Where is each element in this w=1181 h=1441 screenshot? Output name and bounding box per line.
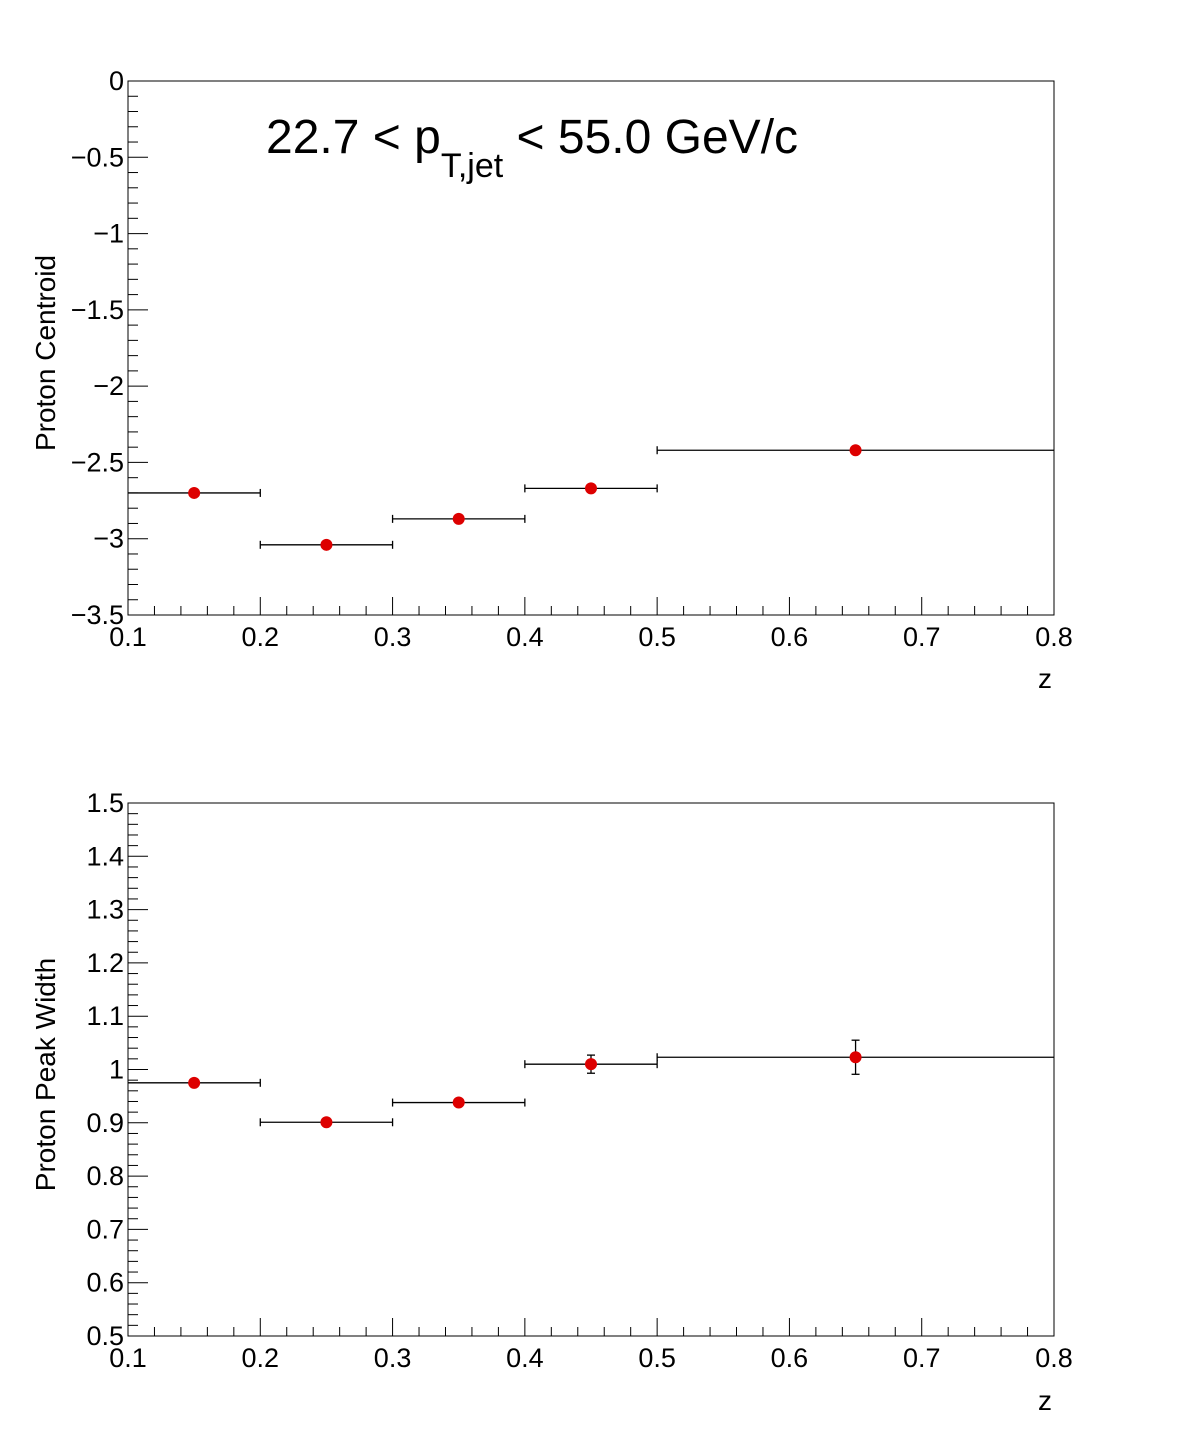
x-tick-label: 0.3 [374, 622, 412, 652]
x-axis-label: z [1038, 1385, 1052, 1416]
x-tick-label: 0.2 [242, 622, 280, 652]
data-point-group [524, 1054, 658, 1074]
y-tick-label: 0.6 [86, 1268, 124, 1298]
data-point-group [524, 482, 658, 495]
data-point-group [656, 444, 1054, 457]
x-tick-label: 0.8 [1035, 1343, 1073, 1373]
data-point-group [656, 1039, 1054, 1075]
x-tick-label: 0.7 [903, 1343, 941, 1373]
data-point [452, 1096, 465, 1109]
x-tick-label: 0.3 [374, 1343, 412, 1373]
y-tick-label: −1.5 [71, 295, 124, 325]
y-tick-label: −3 [93, 524, 124, 554]
data-point-group [128, 486, 261, 499]
x-tick-label: 0.6 [771, 1343, 809, 1373]
chart-panel-2: 0.1 0.2 0.3 0.4 0.5 0.6 0.7 0.8 0.5 0.6 0.7 0.8 0.9 1… [30, 788, 1073, 1416]
annotation-prefix: 22.7 < p [266, 111, 441, 164]
y-tick-label: −0.5 [71, 142, 124, 172]
x-tick-label: 0.4 [506, 622, 544, 652]
plot-frame [127, 80, 1055, 616]
y-tick-label: 1.4 [86, 841, 124, 871]
y-tick-label: 0.5 [86, 1321, 124, 1351]
data-point [585, 1058, 597, 1071]
data-point [320, 538, 333, 551]
x-tick-label: 0.7 [903, 622, 941, 652]
x-tick-label: 0.5 [638, 1343, 676, 1373]
x-tick-label: 0.5 [638, 622, 676, 652]
y-tick-label: 0 [109, 66, 124, 96]
x-axis-label: z [1038, 663, 1052, 694]
data-point [320, 1116, 333, 1129]
x-tick-label: 0.2 [242, 1343, 280, 1373]
data-point [849, 444, 862, 457]
data-point-group [391, 512, 526, 525]
data-point [188, 1076, 201, 1089]
data-point [188, 486, 201, 499]
data-point-group [259, 1116, 394, 1129]
x-tick-label: 0.8 [1035, 622, 1073, 652]
y-tick-label: −3.5 [71, 600, 124, 630]
y-tick-label: −1 [93, 219, 124, 249]
y-tick-label: 1.2 [86, 948, 124, 978]
y-tick-label: 1 [109, 1055, 124, 1085]
y-tick-label: 1.5 [86, 788, 124, 818]
y-tick-label: −2.5 [71, 447, 124, 477]
data-point [585, 482, 597, 495]
y-axis-label: Proton Peak Width [30, 958, 61, 1191]
y-tick-label: 0.7 [86, 1214, 124, 1244]
data-point [452, 512, 465, 525]
data-point-group [259, 538, 394, 551]
y-tick-label: 1.1 [86, 1001, 124, 1031]
pt-range-annotation: 22.7 < pT,jet < 55.0 GeV/c [266, 111, 798, 185]
data-point-group [391, 1096, 526, 1109]
y-tick-label: −2 [93, 371, 124, 401]
data-point [849, 1051, 862, 1064]
data-point-group [128, 1076, 261, 1089]
y-tick-label: 0.9 [86, 1108, 124, 1138]
x-tick-label: 0.6 [771, 622, 809, 652]
y-axis-label: Proton Centroid [30, 255, 61, 451]
annotation-subscript: T,jet [441, 147, 504, 185]
y-tick-label: 0.8 [86, 1161, 124, 1191]
x-tick-label: 0.4 [506, 1343, 544, 1373]
x-tick-label: 0.1 [109, 622, 147, 652]
annotation-suffix: < 55.0 GeV/c [503, 111, 798, 164]
chart-panel-1: 0.1 0.2 0.3 0.4 0.5 0.6 0.7 0.8 0 −0.5 −1 −1.5 −2 −2.… [30, 66, 1073, 694]
y-tick-label: 1.3 [86, 895, 124, 925]
x-tick-label: 0.1 [109, 1343, 147, 1373]
